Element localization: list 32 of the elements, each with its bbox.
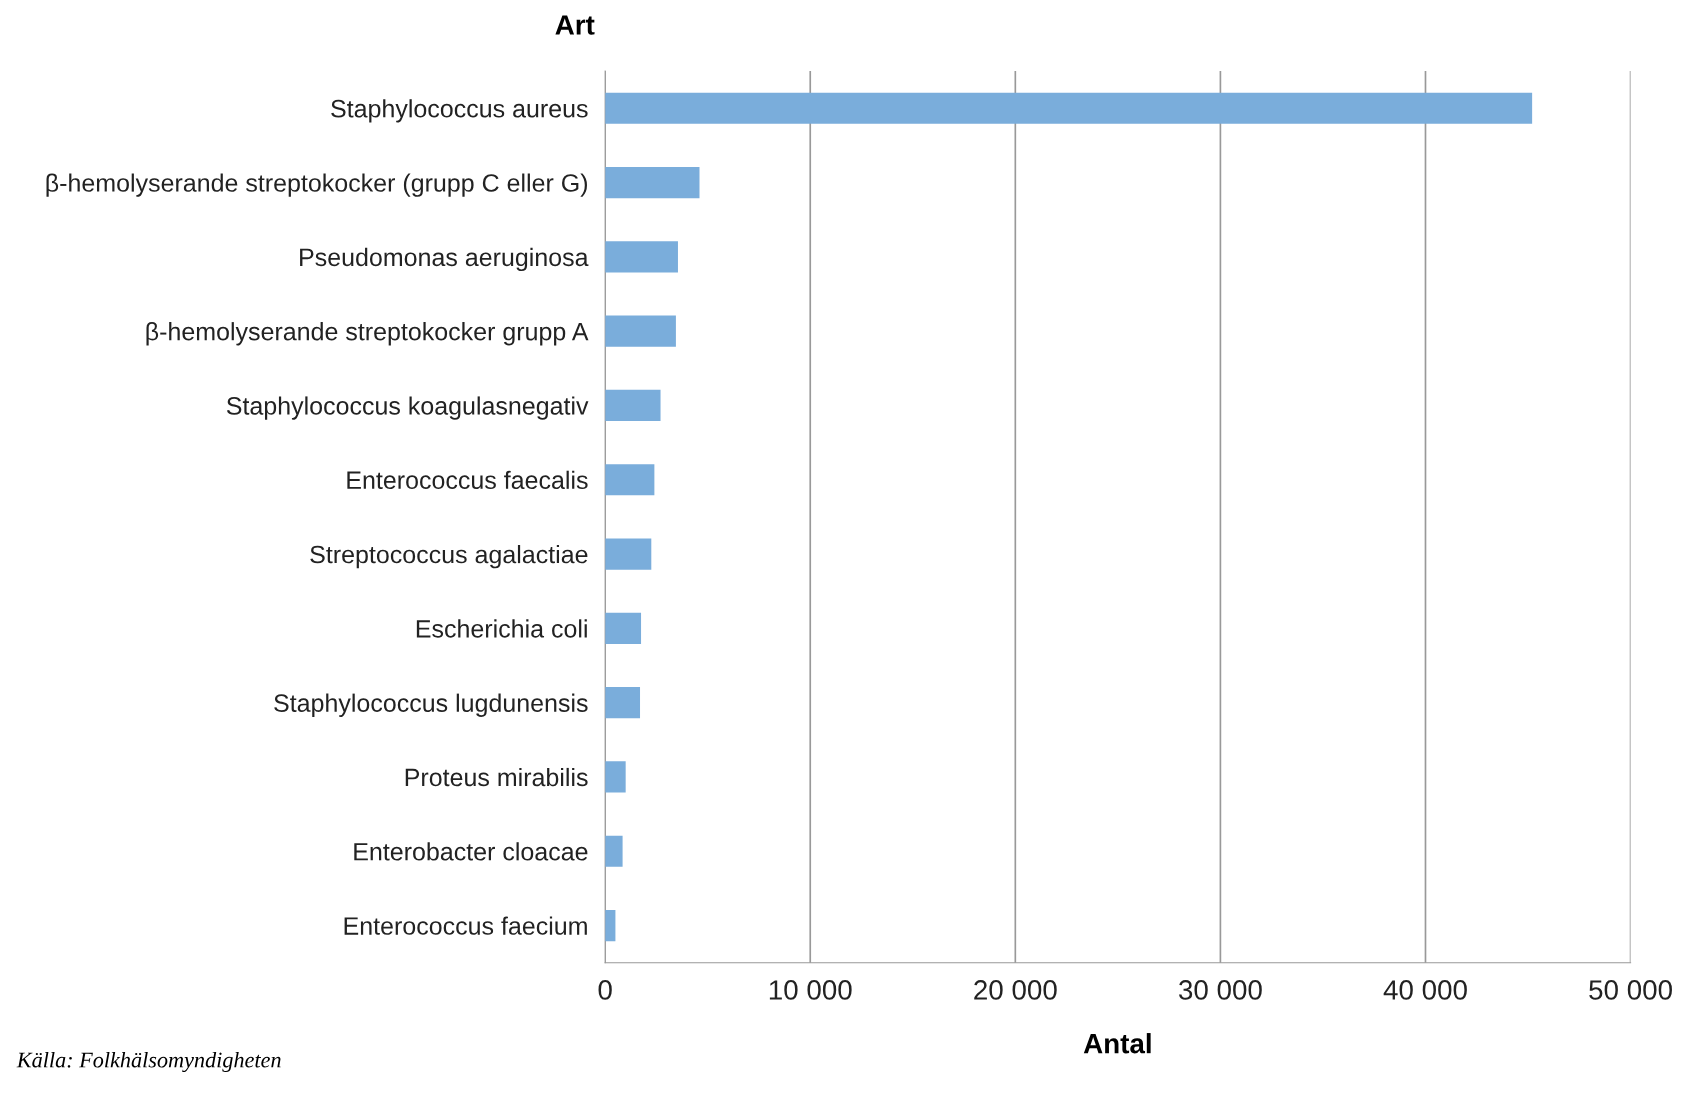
x-axis-title: Antal <box>1083 1033 1151 1054</box>
y-tick-label: Enterococcus faecium <box>344 916 587 935</box>
y-tick-label: Proteus mirabilis <box>405 767 588 787</box>
y-tick-label: Streptococcus agalactiae <box>310 545 588 569</box>
y-axis-title: Art <box>555 15 595 35</box>
bar <box>605 315 676 347</box>
x-tick-label: 0 <box>598 980 612 1000</box>
bar <box>605 464 655 496</box>
bar <box>605 241 678 273</box>
x-tick-label: 20 000 <box>974 980 1057 1000</box>
x-tick-label: 40 000 <box>1383 980 1467 1000</box>
bar <box>605 389 661 422</box>
y-tick-label: Staphylococcus koagulasnegativ <box>226 396 589 420</box>
bar <box>605 92 1533 124</box>
y-tick-label: Enterococcus faecalis <box>347 470 588 490</box>
y-tick-label: β-hemolyserande streptokocker (grupp C eller G) <box>46 173 587 197</box>
text: Källa: Folkhälsomyndigheten <box>16 1051 281 1073</box>
bar <box>605 835 623 867</box>
bar <box>605 166 700 199</box>
x-tick-label: 50 000 <box>1589 980 1672 1000</box>
bar <box>605 538 652 570</box>
y-tick-label: Staphylococcus aureus <box>331 99 588 123</box>
y-tick-label: Pseudomonas aeruginosa <box>300 247 589 272</box>
x-tick-label: 30 000 <box>1178 980 1262 1000</box>
y-tick-label: β-hemolyserande streptokocker grupp A <box>146 322 589 346</box>
y-tick-label: Staphylococcus lugdunensis <box>274 693 588 717</box>
x-tick-label: 10 000 <box>769 980 852 1000</box>
bar <box>605 687 641 719</box>
bar <box>605 612 642 644</box>
bar <box>605 761 626 793</box>
y-tick-label: Enterobacter cloacae <box>354 842 588 861</box>
y-tick-label: Escherichia coli <box>416 619 587 638</box>
